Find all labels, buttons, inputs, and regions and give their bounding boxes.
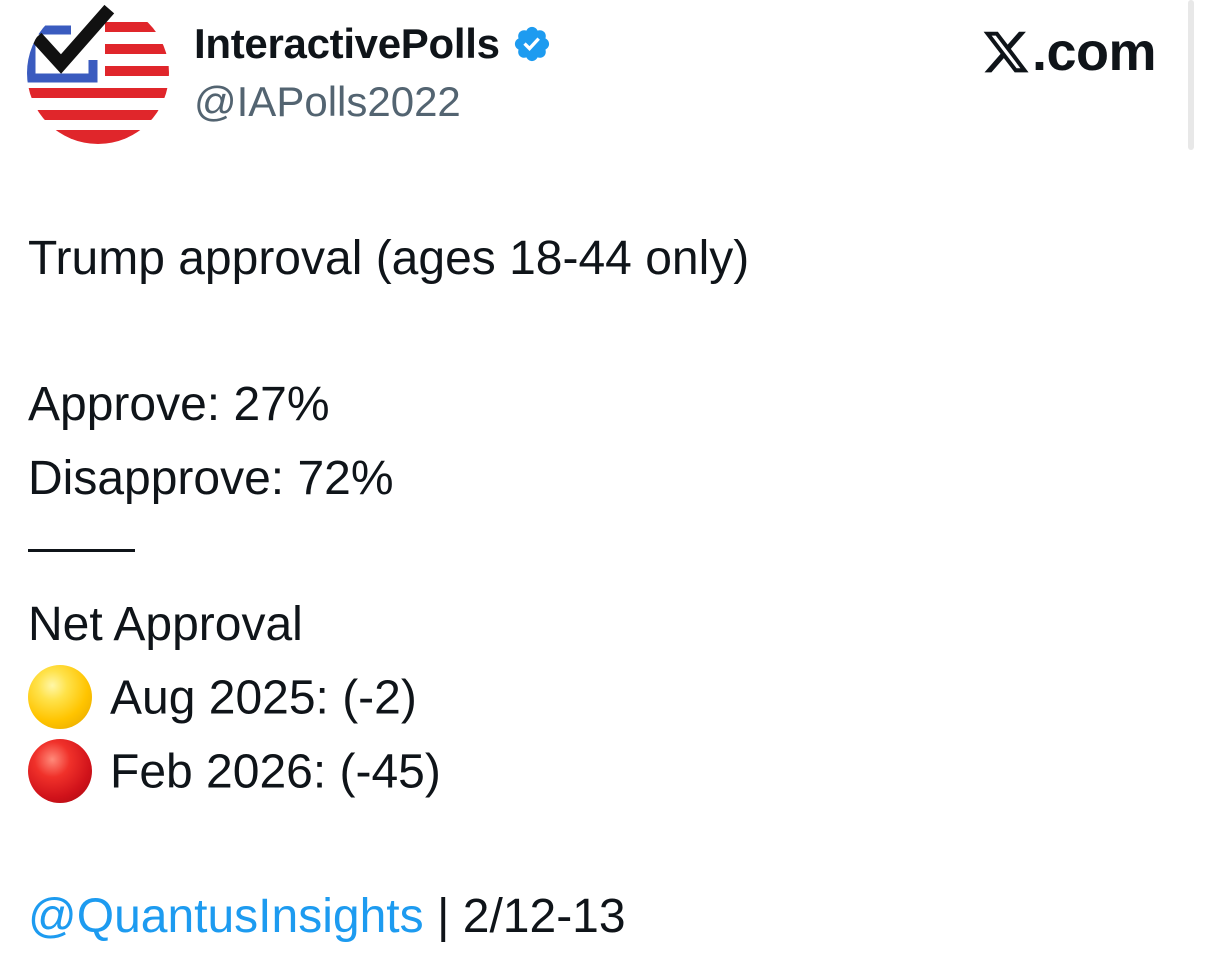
approve-line: Approve: 27% <box>28 378 330 431</box>
divider-line <box>28 549 135 552</box>
source-line: @QuantusInsights | 2/12-13 <box>28 889 626 945</box>
source-dates: 2/12-13 <box>462 890 626 943</box>
poll-flag-logo-icon <box>27 2 169 144</box>
author-name-row[interactable]: InteractivePolls <box>194 18 552 70</box>
net-item-text: Aug 2025: (-2) <box>110 671 417 725</box>
red-circle-icon <box>28 739 92 803</box>
x-logo-icon <box>983 31 1029 73</box>
net-item-text: Feb 2026: (-45) <box>110 745 441 799</box>
source-separator: | <box>436 890 450 943</box>
net-item-feb-2026: Feb 2026: (-45) <box>28 739 441 807</box>
author-display-name[interactable]: InteractivePolls <box>194 20 500 67</box>
disapprove-line: Disapprove: 72% <box>28 452 394 505</box>
net-approval-heading: Net Approval <box>28 598 303 651</box>
source-mention-link[interactable]: @QuantusInsights <box>28 890 424 943</box>
verified-badge-icon <box>514 26 549 62</box>
post-title-line: Trump approval (ages 18-44 only) <box>28 232 750 285</box>
scrollbar[interactable] <box>1188 0 1194 150</box>
net-item-aug-2025: Aug 2025: (-2) <box>28 665 417 733</box>
avatar[interactable] <box>27 2 169 144</box>
author-handle[interactable]: @IAPolls2022 <box>194 78 461 125</box>
x-brand: .com <box>980 22 1157 82</box>
yellow-circle-icon <box>28 665 92 729</box>
brand-domain-text: .com <box>1031 22 1157 82</box>
